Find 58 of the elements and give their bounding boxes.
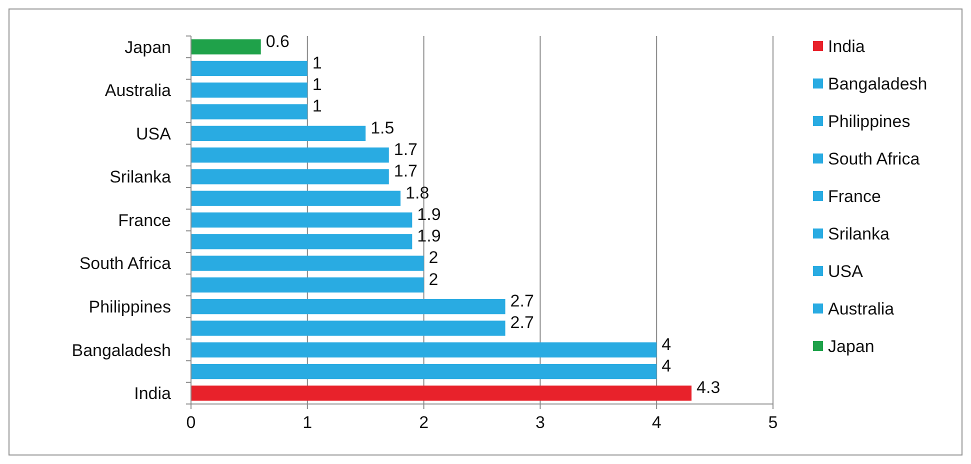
- legend-label: India: [828, 36, 866, 56]
- data-label: 2.7: [510, 313, 534, 332]
- bar: [191, 386, 692, 401]
- data-label: 1.7: [394, 140, 418, 160]
- data-label: 1.9: [417, 204, 441, 224]
- bar: [191, 60, 308, 76]
- data-label: 4.3: [696, 378, 720, 398]
- legend-label: Australia: [828, 299, 895, 318]
- data-label: 1.7: [394, 162, 418, 181]
- bar: [191, 104, 308, 120]
- data-label: 1.8: [406, 183, 430, 202]
- legend-label: USA: [828, 262, 864, 281]
- data-label: 0.6: [266, 32, 290, 51]
- y-tick-label: USA: [136, 124, 172, 144]
- data-label: 1: [312, 96, 322, 116]
- bar: [191, 39, 261, 54]
- data-label: 4: [662, 334, 672, 354]
- bar: [191, 342, 657, 358]
- x-tick-label: 4: [652, 413, 662, 432]
- data-label: 2: [428, 270, 438, 289]
- bar: [191, 212, 412, 228]
- legend-label: Philippines: [828, 112, 910, 131]
- y-tick-label: Japan: [124, 38, 171, 57]
- x-tick-label: 3: [535, 413, 545, 432]
- y-tick-label: Srilanka: [110, 168, 172, 187]
- data-label: 1: [312, 75, 322, 94]
- x-tick-label: 0: [186, 413, 196, 432]
- y-tick-label: Philippines: [88, 298, 171, 317]
- data-label: 1.9: [417, 226, 441, 246]
- bar: [191, 126, 366, 141]
- bar: [191, 320, 506, 336]
- bar: [191, 364, 657, 380]
- bar: [191, 299, 506, 314]
- y-tick-label: South Africa: [79, 254, 172, 274]
- legend-label: Srilanka: [828, 224, 890, 244]
- data-label: 2.7: [510, 292, 534, 311]
- x-tick-label: 2: [419, 413, 429, 432]
- x-tick-label: 5: [768, 413, 778, 432]
- bar: [191, 277, 424, 293]
- bar: [191, 256, 424, 271]
- bar: [191, 82, 308, 98]
- data-label: 4: [662, 356, 672, 376]
- bar: [191, 234, 412, 250]
- bar: [191, 190, 401, 206]
- y-tick-label: India: [134, 384, 172, 404]
- legend-label: France: [828, 186, 881, 206]
- legend-label: South Africa: [828, 149, 920, 168]
- y-tick-label: France: [118, 210, 171, 230]
- y-tick-label: Bangaladesh: [72, 340, 171, 360]
- bar: [191, 169, 389, 184]
- data-label: 2: [428, 248, 438, 268]
- legend-label: Bangaladesh: [828, 74, 928, 94]
- data-label: 1: [312, 53, 322, 72]
- bar: [191, 147, 389, 163]
- data-label: 1.5: [370, 118, 394, 138]
- legend-label: Japan: [828, 336, 874, 356]
- y-tick-label: Australia: [104, 81, 172, 100]
- x-tick-label: 1: [302, 413, 312, 432]
